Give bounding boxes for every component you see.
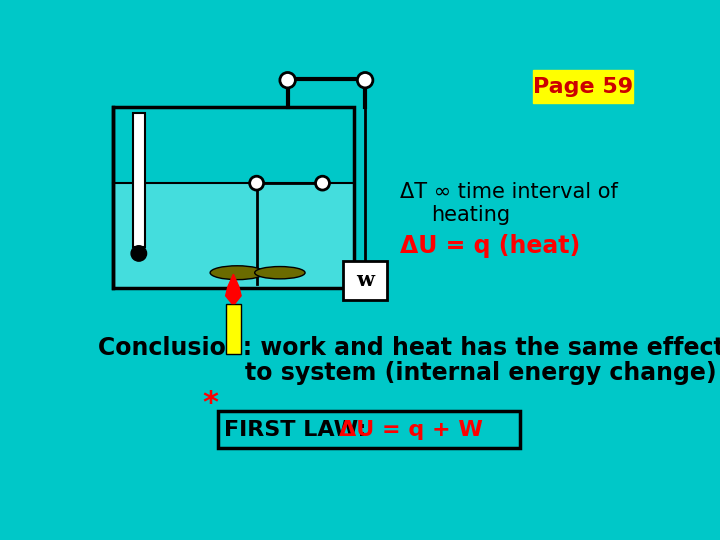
Text: to system (internal energy change): to system (internal energy change)	[245, 361, 716, 385]
Text: w: w	[356, 271, 374, 291]
Bar	[113, 107, 354, 288]
Ellipse shape	[255, 267, 305, 279]
FancyBboxPatch shape	[533, 70, 634, 103]
Bar	[343, 261, 387, 300]
Circle shape	[357, 72, 373, 88]
Text: ΔU = q + W: ΔU = q + W	[339, 420, 482, 440]
Ellipse shape	[131, 246, 147, 261]
Text: Conclusion: work and heat has the same effect: Conclusion: work and heat has the same e…	[98, 336, 720, 360]
Circle shape	[280, 72, 295, 88]
Text: heating: heating	[431, 205, 510, 225]
Text: FIRST LAW:: FIRST LAW:	[224, 420, 374, 440]
Bar	[113, 183, 354, 288]
Ellipse shape	[210, 266, 264, 280]
Text: Page 59: Page 59	[533, 77, 633, 97]
Circle shape	[315, 176, 330, 190]
Circle shape	[250, 176, 264, 190]
Polygon shape	[225, 274, 241, 303]
Text: ΔU = q (heat): ΔU = q (heat)	[400, 234, 580, 258]
Bar	[132, 112, 145, 247]
Bar	[218, 411, 520, 448]
Bar	[225, 303, 241, 354]
Text: *: *	[202, 389, 218, 418]
Bar	[113, 107, 354, 288]
Text: ΔT ∞ time interval of: ΔT ∞ time interval of	[400, 182, 618, 202]
